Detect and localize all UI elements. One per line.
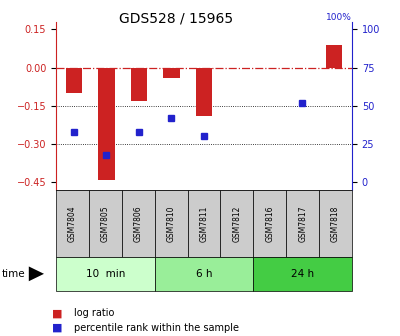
Text: GDS528 / 15965: GDS528 / 15965 — [119, 12, 233, 26]
Text: 100%: 100% — [326, 13, 352, 22]
Text: GSM7812: GSM7812 — [232, 205, 241, 242]
Bar — [196, 68, 212, 116]
Text: GSM7811: GSM7811 — [200, 205, 208, 242]
Bar — [163, 68, 180, 78]
Text: GSM7806: GSM7806 — [134, 205, 143, 242]
Text: GSM7817: GSM7817 — [298, 205, 307, 242]
Bar — [98, 68, 114, 180]
Text: 10  min: 10 min — [86, 269, 125, 279]
Text: GSM7805: GSM7805 — [101, 205, 110, 242]
Text: ■: ■ — [52, 308, 62, 318]
Bar — [131, 68, 147, 101]
Text: log ratio: log ratio — [74, 308, 114, 318]
Text: 6 h: 6 h — [196, 269, 212, 279]
Text: GSM7816: GSM7816 — [265, 205, 274, 242]
Text: GSM7810: GSM7810 — [167, 205, 176, 242]
Bar — [326, 45, 342, 68]
Text: time: time — [2, 269, 26, 279]
Text: GSM7804: GSM7804 — [68, 205, 77, 242]
Text: percentile rank within the sample: percentile rank within the sample — [74, 323, 239, 333]
Text: GSM7818: GSM7818 — [331, 205, 340, 242]
Bar — [66, 68, 82, 93]
Text: 24 h: 24 h — [291, 269, 314, 279]
Text: ■: ■ — [52, 323, 62, 333]
